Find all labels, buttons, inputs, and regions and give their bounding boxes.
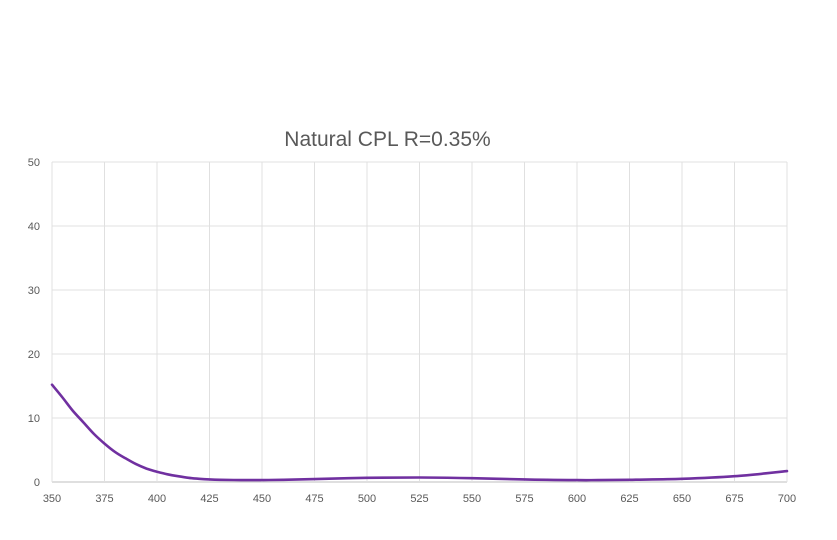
series-line (50, 383, 789, 482)
y-tick-label: 40 (28, 221, 40, 233)
x-tick-label: 575 (515, 493, 533, 505)
y-tick-label: 50 (28, 157, 40, 169)
x-tick-label: 625 (620, 493, 638, 505)
y-tick-label: 0 (34, 477, 40, 489)
x-tick-label: 675 (725, 493, 743, 505)
y-tick-label: 20 (28, 349, 40, 361)
x-tick-label: 350 (43, 493, 61, 505)
chart-title: Natural CPL R=0.35% (284, 128, 491, 151)
x-tick-label: 425 (200, 493, 218, 505)
x-tick-label: 700 (778, 493, 796, 505)
x-tick-label: 500 (358, 493, 376, 505)
y-tick-label: 10 (28, 413, 40, 425)
x-tick-label: 600 (568, 493, 586, 505)
x-tick-label: 450 (253, 493, 271, 505)
x-tick-label: 550 (463, 493, 481, 505)
x-tick-label: 650 (673, 493, 691, 505)
y-tick-label: 30 (28, 285, 40, 297)
x-tick-label: 475 (305, 493, 323, 505)
x-tick-label: 525 (410, 493, 428, 505)
x-tick-label: 375 (95, 493, 113, 505)
x-tick-label: 400 (148, 493, 166, 505)
